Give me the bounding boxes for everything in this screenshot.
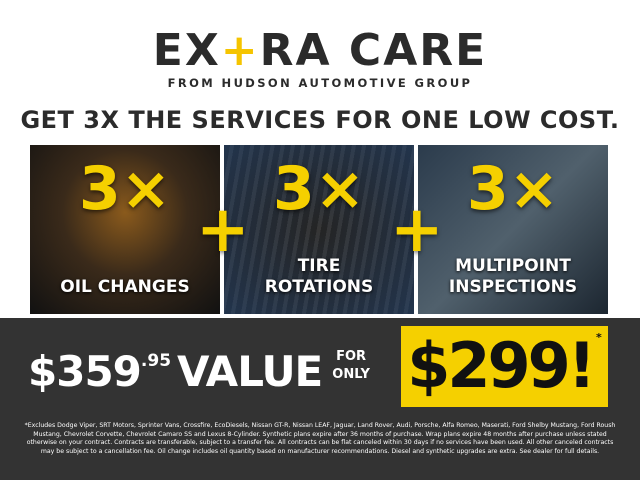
tire-rotation-panel: 3× TIRE ROTATIONS bbox=[224, 145, 414, 314]
only-text: ONLY bbox=[332, 367, 370, 382]
logo-text-post: RA CARE bbox=[259, 25, 488, 76]
logo-wordmark: EX+RA CARE bbox=[0, 28, 640, 74]
logo-subtitle: FROM HUDSON AUTOMOTIVE GROUP bbox=[167, 76, 473, 90]
service-count: 3× bbox=[272, 154, 366, 224]
plus-icon: + bbox=[390, 193, 444, 267]
oil-change-panel: 3× OIL CHANGES bbox=[30, 145, 220, 314]
sale-price: $299! bbox=[407, 329, 596, 402]
value-dollars: $359 bbox=[28, 346, 142, 396]
plus-icon: + bbox=[220, 25, 260, 76]
for-only-label: FOR ONLY bbox=[332, 348, 370, 384]
service-count: 3× bbox=[78, 154, 172, 224]
service-label: TIRE ROTATIONS bbox=[264, 256, 374, 297]
fine-print: *Excludes Dodge Viper, SRT Motors, Sprin… bbox=[24, 422, 616, 455]
value-cents: .95 bbox=[140, 350, 172, 371]
value-row: $359.95 VALUE FOR ONLY bbox=[28, 336, 396, 397]
service-count: 3× bbox=[466, 154, 560, 224]
service-label: MULTIPOINT INSPECTIONS bbox=[448, 256, 578, 297]
original-value: $359.95 VALUE bbox=[28, 336, 323, 397]
extra-care-logo: EX+RA CARE FROM HUDSON AUTOMOTIVE GROUP bbox=[0, 28, 640, 91]
for-text: FOR bbox=[336, 349, 367, 364]
value-word: VALUE bbox=[177, 346, 323, 396]
logo-text-pre: EX bbox=[152, 25, 221, 76]
asterisk: * bbox=[596, 331, 602, 344]
headline: GET 3X THE SERVICES FOR ONE LOW COST. bbox=[20, 106, 620, 134]
sale-price-box: $299! * bbox=[401, 326, 608, 407]
service-label: OIL CHANGES bbox=[60, 277, 190, 297]
plus-icon: + bbox=[196, 193, 250, 267]
inspection-panel: 3× MULTIPOINT INSPECTIONS bbox=[418, 145, 608, 314]
